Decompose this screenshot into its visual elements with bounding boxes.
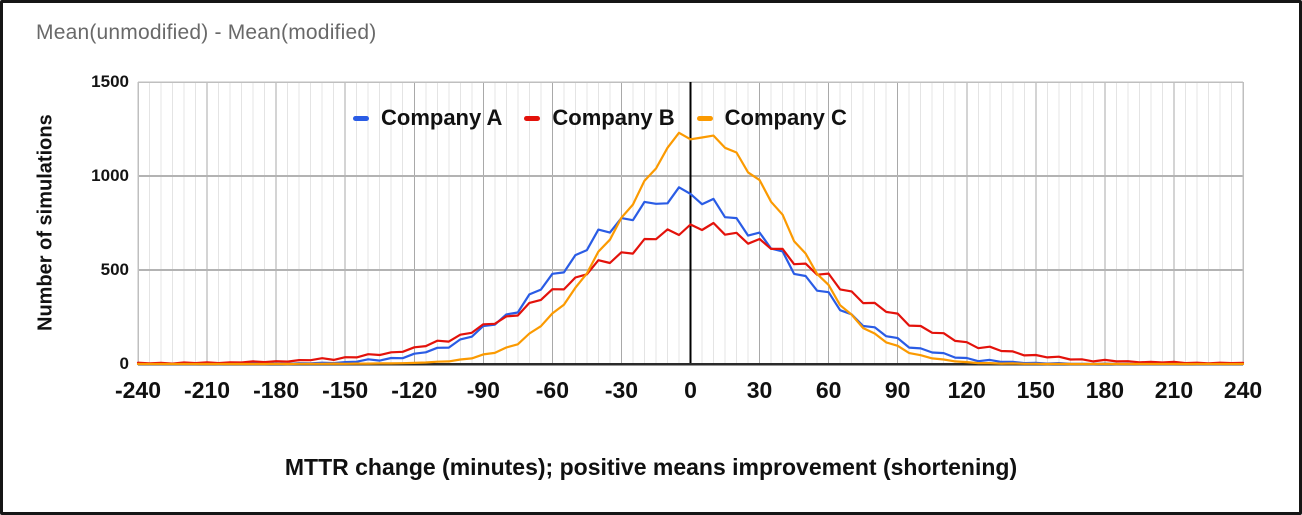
x-tick-label-180: 180 — [1085, 377, 1125, 403]
chart-canvas — [136, 81, 1245, 366]
legend-item-company-b: Company B — [524, 105, 675, 131]
y-tick-label-1000: 1000 — [91, 166, 129, 185]
x-tick-label--30: -30 — [604, 377, 639, 403]
y-tick-label-500: 500 — [100, 260, 129, 279]
y-tick-label-0: 0 — [119, 354, 129, 373]
legend-item-company-a: Company A — [353, 105, 502, 131]
plot-area — [136, 81, 1245, 366]
legend-swatch-company-a — [353, 115, 369, 121]
x-tick-label-0: 0 — [684, 377, 697, 403]
x-tick-label--150: -150 — [322, 377, 369, 403]
legend-label-company-b: Company B — [552, 105, 675, 130]
x-tick-label--120: -120 — [391, 377, 438, 403]
x-tick-label--210: -210 — [184, 377, 231, 403]
series-line-company-b — [136, 221, 1245, 365]
x-tick-label-120: 120 — [947, 377, 986, 403]
x-tick-label-30: 30 — [746, 377, 773, 403]
x-tick-label-90: 90 — [884, 377, 911, 403]
x-tick-label--240: -240 — [114, 377, 162, 403]
y-axis-title: Number of simulations — [34, 114, 57, 332]
x-tick-label-150: 150 — [1016, 377, 1055, 403]
x-tick-label-60: 60 — [815, 377, 842, 403]
x-axis-title: MTTR change (minutes); positive means im… — [284, 454, 1018, 480]
legend: Company A Company B Company C — [353, 104, 847, 132]
chart-title: Mean(unmodified) - Mean(modified) — [36, 21, 377, 44]
series-line-company-c — [136, 131, 1245, 366]
legend-label-company-a: Company A — [381, 105, 503, 130]
x-tick-label--60: -60 — [535, 377, 569, 403]
legend-swatch-company-b — [524, 115, 541, 121]
x-tick-label--90: -90 — [466, 377, 500, 403]
legend-label-company-c: Company C — [724, 105, 847, 130]
y-tick-label-1500: 1500 — [91, 72, 129, 91]
x-tick-label-210: 210 — [1154, 377, 1194, 403]
x-tick-label-240: 240 — [1223, 377, 1263, 403]
x-tick-label--180: -180 — [253, 377, 300, 403]
legend-swatch-company-c — [696, 115, 713, 121]
legend-item-company-c: Company C — [696, 105, 847, 131]
